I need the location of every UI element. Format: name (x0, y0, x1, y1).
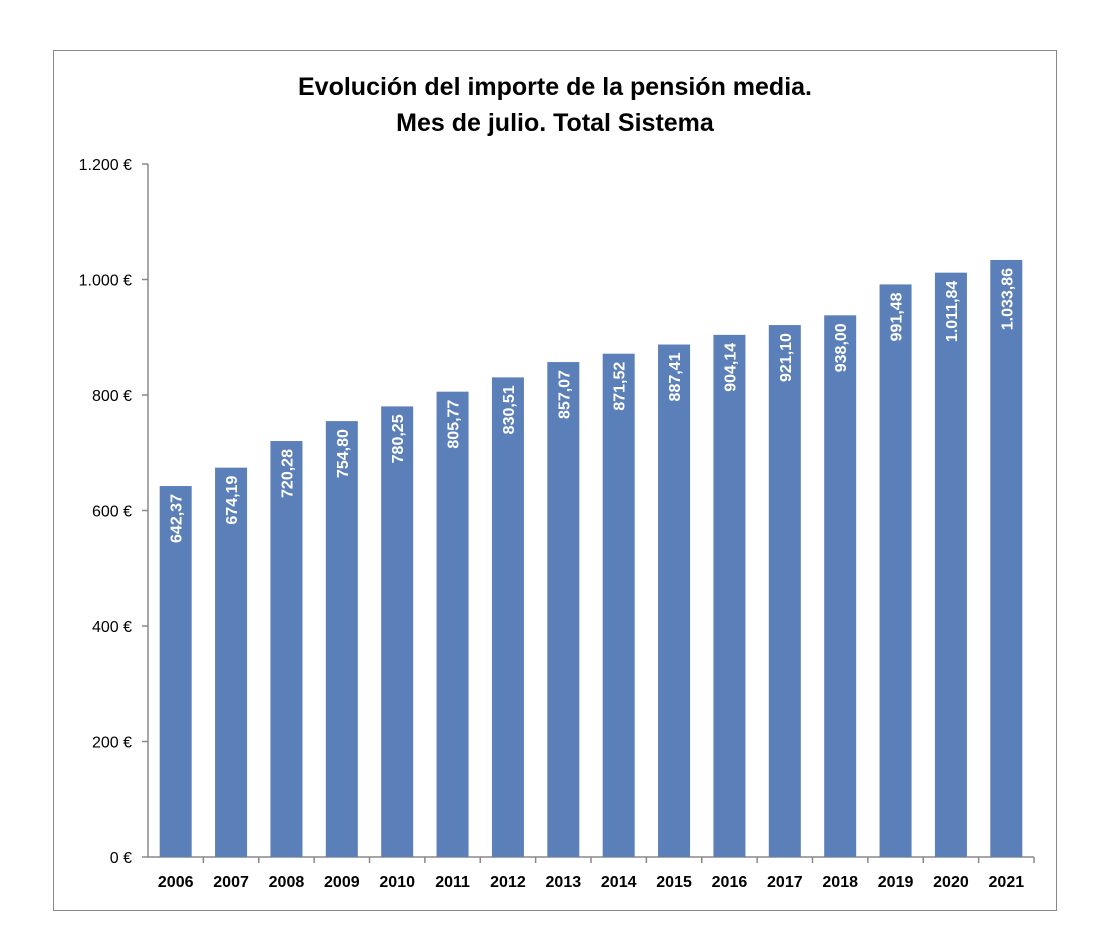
data-label: 1.011,84 (944, 281, 961, 343)
bar-2010 (381, 406, 414, 857)
x-tick-label: 2006 (158, 874, 194, 891)
data-label: 720,28 (279, 449, 296, 498)
chart-subtitle: Mes de julio. Total Sistema (396, 109, 715, 137)
bar-2007 (215, 467, 248, 857)
bar-2016 (713, 334, 746, 858)
bar-2013 (547, 362, 580, 857)
data-label: 830,51 (501, 385, 518, 434)
data-label: 921,10 (778, 333, 795, 382)
x-tick-label: 2010 (379, 874, 415, 891)
bar-2019 (879, 284, 912, 857)
data-label: 805,77 (446, 400, 463, 449)
y-tick-label: 1.000 € (79, 273, 132, 290)
bar-2014 (602, 353, 635, 857)
data-label: 938,00 (833, 323, 850, 372)
data-label: 871,52 (612, 362, 629, 411)
x-tick-label: 2009 (324, 874, 360, 891)
y-tick-label: 200 € (92, 735, 132, 752)
x-tick-label: 2014 (601, 874, 637, 891)
data-label: 780,25 (390, 414, 407, 463)
y-tick-label: 600 € (92, 504, 132, 521)
x-tick-label: 2008 (269, 874, 305, 891)
x-tick-label: 2020 (933, 874, 969, 891)
x-tick-label: 2019 (878, 874, 914, 891)
x-tick-label: 2018 (822, 874, 858, 891)
y-tick-label: 800 € (92, 388, 132, 405)
x-tick-label: 2013 (546, 874, 582, 891)
bar-2021 (990, 259, 1023, 857)
chart-title: Evolución del importe de la pensión medi… (298, 73, 812, 101)
x-tick-label: 2012 (490, 874, 526, 891)
data-label: 642,37 (169, 494, 186, 543)
data-label: 754,80 (335, 429, 352, 478)
bar-2018 (824, 315, 857, 857)
bar-2020 (934, 272, 967, 857)
data-label: 674,19 (224, 476, 241, 525)
data-label: 1.033,86 (999, 268, 1016, 330)
x-tick-label: 2017 (767, 874, 803, 891)
bar-2015 (658, 344, 691, 857)
x-tick-label: 2011 (435, 874, 470, 891)
bar-2017 (768, 325, 801, 857)
x-tick-label: 2016 (712, 874, 748, 891)
x-tick-label: 2007 (213, 874, 249, 891)
y-tick-label: 400 € (92, 619, 132, 636)
bar-2008 (270, 441, 303, 857)
bar-2006 (159, 486, 192, 857)
bar-2012 (491, 377, 524, 857)
x-tick-label: 2015 (656, 874, 692, 891)
bar-2011 (436, 391, 469, 857)
data-label: 991,48 (889, 292, 906, 341)
y-tick-label: 1.200 € (79, 157, 132, 174)
x-tick-label: 2021 (989, 874, 1025, 891)
data-label: 904,14 (722, 343, 739, 392)
bar-2009 (325, 421, 358, 857)
y-tick-label: 0 € (110, 850, 132, 867)
data-label: 857,07 (556, 370, 573, 419)
data-label: 887,41 (667, 352, 684, 401)
